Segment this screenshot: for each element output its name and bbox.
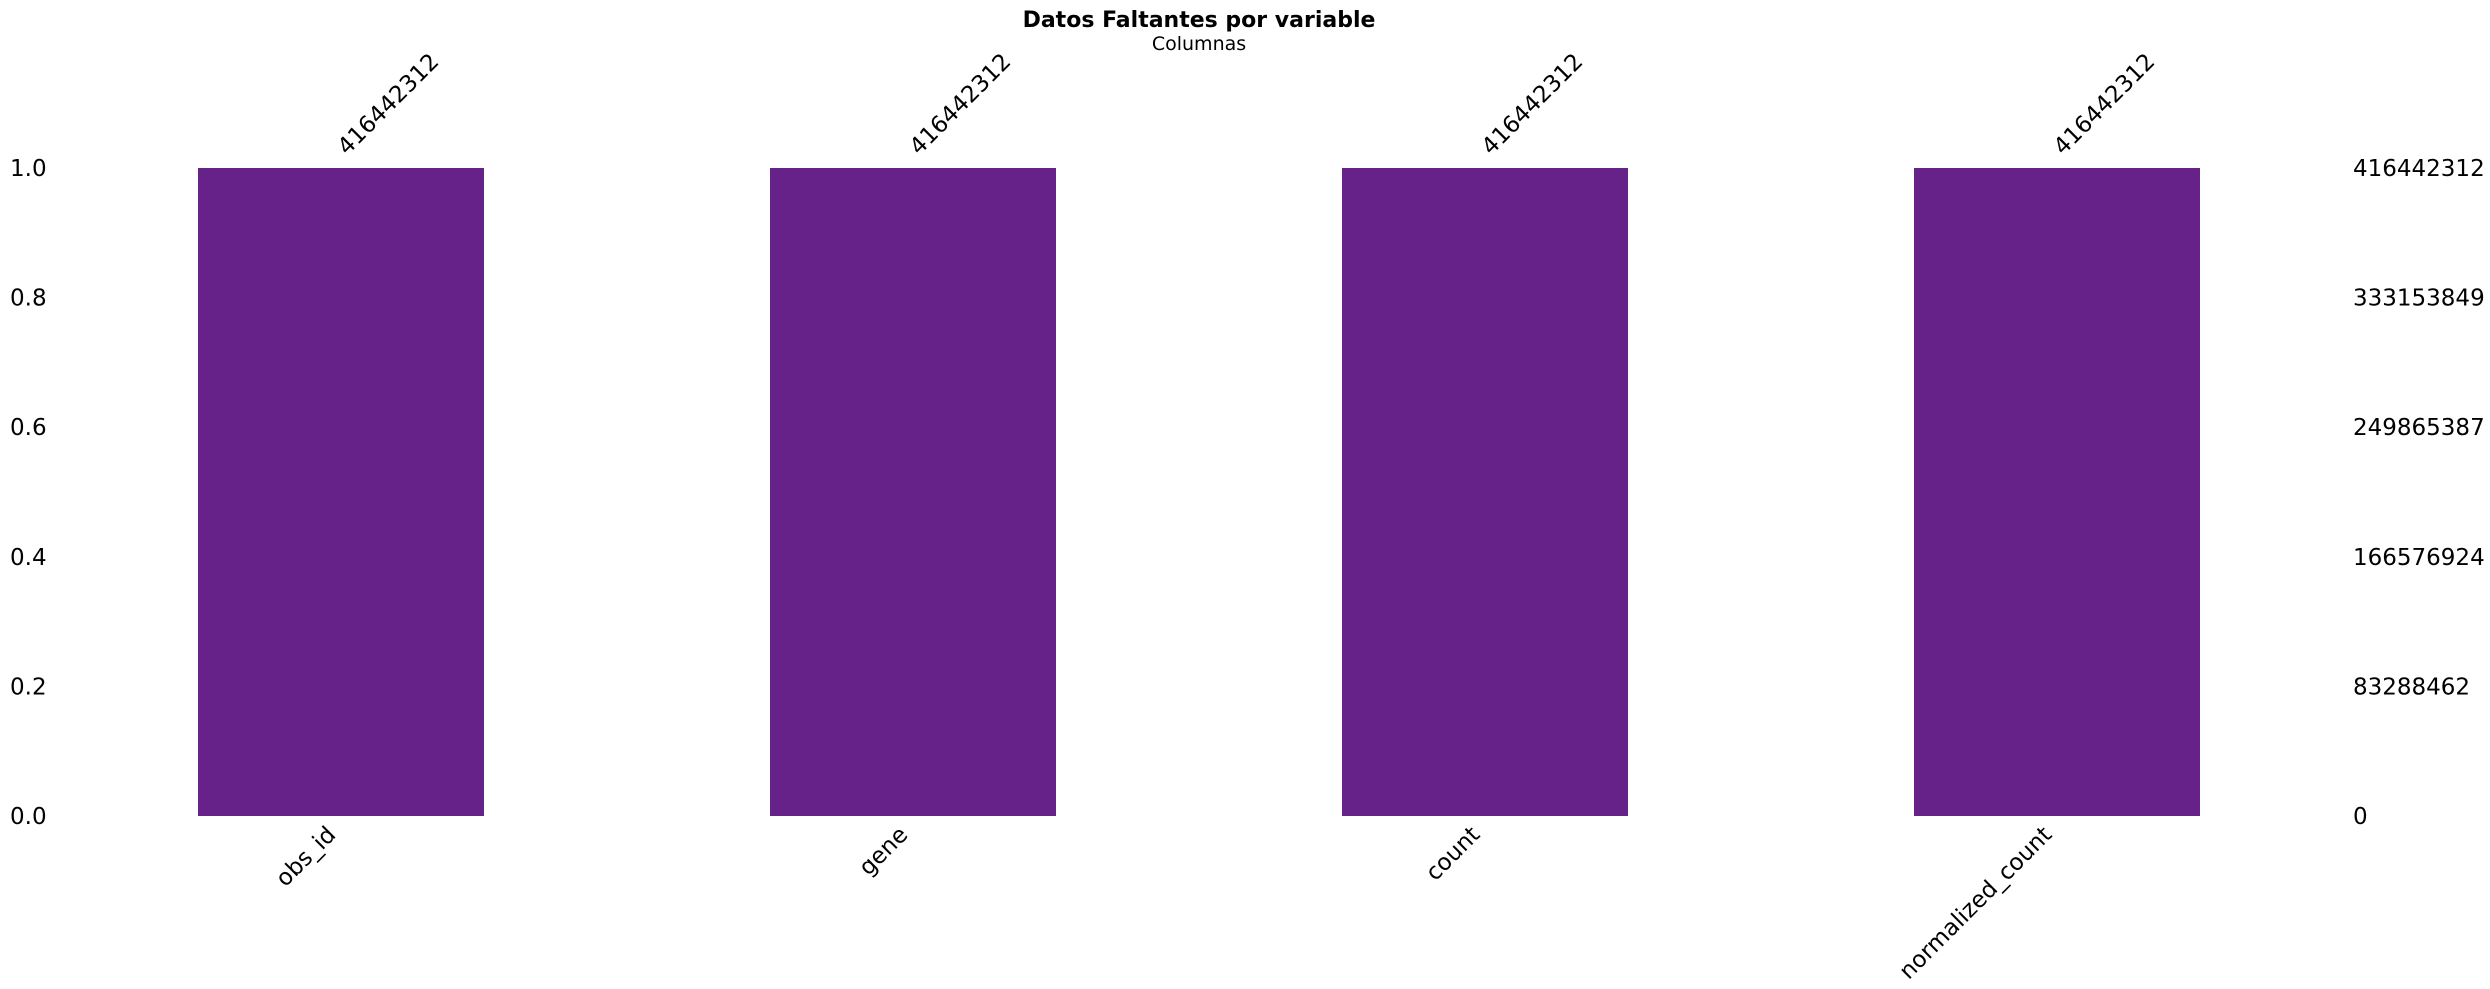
x-tick-label: gene [854, 822, 913, 881]
left-tick-label: 0.2 [10, 674, 47, 700]
right-tick-label: 83288462 [2353, 674, 2470, 700]
left-tick-label: 0.4 [10, 545, 47, 571]
left-tick-label: 0.0 [10, 804, 47, 830]
bar-count-label: 416442312 [2049, 49, 2161, 161]
left-tick-label: 0.6 [10, 415, 47, 441]
left-axis: 0.0 0.2 0.4 0.6 0.8 1.0 [10, 156, 47, 830]
right-tick-label: 416442312 [2353, 156, 2485, 182]
bar-gene [770, 168, 1056, 816]
chart-title: Datos Faltantes por variable [1023, 8, 1376, 33]
bar-normalized_count [1914, 168, 2200, 816]
bar-count-label: 416442312 [1477, 49, 1589, 161]
right-tick-label: 0 [2353, 804, 2368, 830]
left-tick-label: 0.8 [10, 286, 47, 312]
x-tick-label: count [1421, 822, 1485, 886]
bars-group [198, 168, 2200, 816]
left-tick-label: 1.0 [10, 156, 47, 182]
x-axis: obs_id gene count normalized_count [271, 822, 2057, 985]
count-labels-group: 416442312 416442312 416442312 416442312 [333, 49, 2161, 161]
right-tick-label: 166576924 [2353, 545, 2485, 571]
bar-count [1342, 168, 1628, 816]
chart-subtitle: Columnas [1152, 33, 1246, 55]
x-tick-label: obs_id [271, 822, 341, 892]
right-tick-label: 333153849 [2353, 286, 2485, 312]
bar-count-label: 416442312 [905, 49, 1017, 161]
right-tick-label: 249865387 [2353, 415, 2485, 441]
bar-obs_id [198, 168, 484, 816]
x-tick-label: normalized_count [1894, 822, 2057, 985]
right-axis: 0 83288462 166576924 249865387 333153849 4164… [2353, 156, 2485, 830]
bar-count-label: 416442312 [333, 49, 445, 161]
